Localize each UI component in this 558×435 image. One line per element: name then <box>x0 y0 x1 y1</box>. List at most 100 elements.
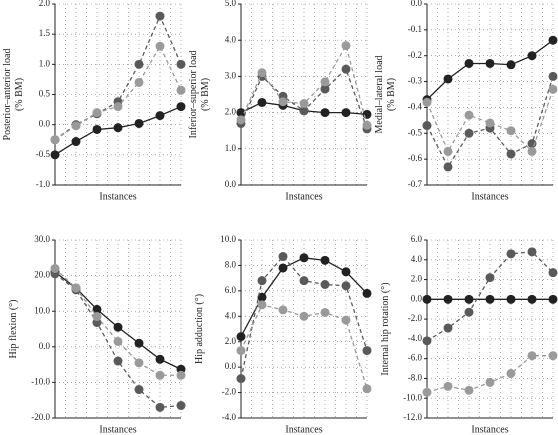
y-tick-label: 20.0 <box>34 270 50 280</box>
data-point <box>176 370 186 380</box>
y-tick-label: 1.5 <box>39 28 51 38</box>
data-point <box>422 294 432 304</box>
data-point <box>134 59 144 69</box>
y-axis-label-line: (% BM) <box>14 78 25 111</box>
y-tick-label: 2.0 <box>225 107 237 117</box>
x-axis-label: Instances <box>471 191 508 202</box>
y-tick-label: -0.5 <box>408 127 423 137</box>
data-point <box>257 276 267 286</box>
data-point <box>548 351 558 361</box>
data-point <box>362 346 372 356</box>
data-point <box>155 11 165 21</box>
y-tick-label: -8.0 <box>408 373 423 383</box>
y-tick-label: 1.0 <box>225 143 237 153</box>
data-point <box>113 336 123 346</box>
y-tick-label: 3.0 <box>225 70 237 80</box>
y-axis-label: Internal hip rotation (°) <box>380 282 391 375</box>
data-point <box>50 150 60 160</box>
data-point <box>299 253 309 263</box>
y-tick-label: -10.0 <box>31 376 50 386</box>
data-point <box>362 288 372 298</box>
y-axis-label: Posterior–anterior load(% BM) <box>2 49 25 141</box>
data-point <box>236 374 246 384</box>
data-point <box>134 118 144 128</box>
y-axis-label-line: (% BM) <box>200 78 211 111</box>
y-tick-label: 30.0 <box>34 234 50 244</box>
y-tick-label: 2.0 <box>39 0 51 8</box>
data-point <box>92 312 102 322</box>
data-point <box>320 255 330 265</box>
y-axis-label-line: Inferior–superior load <box>188 50 199 138</box>
data-point <box>341 108 351 118</box>
series-line <box>426 39 554 101</box>
data-point <box>443 162 453 172</box>
data-point <box>485 377 495 387</box>
y-tick-label: 2.0 <box>411 274 423 284</box>
data-point <box>50 135 60 145</box>
y-tick-label: 0.0 <box>411 293 423 303</box>
y-tick-label: 6.0 <box>225 285 237 295</box>
data-point <box>236 108 246 118</box>
data-point <box>236 332 246 342</box>
data-point <box>341 64 351 74</box>
y-tick-label: 0.0 <box>39 119 51 129</box>
data-point <box>320 307 330 317</box>
y-axis-label: Hip adduction (°) <box>194 294 205 364</box>
data-point <box>443 146 453 156</box>
data-point <box>134 338 144 348</box>
data-point <box>422 387 432 397</box>
data-point <box>527 146 537 156</box>
y-tick-label: 0.5 <box>39 89 51 99</box>
y-tick-label: -10.0 <box>403 392 422 402</box>
y-tick-label: -0.7 <box>408 179 423 189</box>
data-point <box>320 280 330 289</box>
y-axis-label-line: Hip adduction (°) <box>194 294 205 364</box>
data-point <box>443 323 453 333</box>
data-point <box>464 110 474 120</box>
y-axis-label-line: Internal hip rotation (°) <box>380 282 391 375</box>
data-point <box>320 84 330 94</box>
data-point <box>134 77 144 87</box>
data-point <box>485 118 495 128</box>
data-point <box>155 111 165 121</box>
data-point <box>422 336 432 346</box>
data-point <box>176 85 186 95</box>
x-axis-label: Instances <box>285 424 322 435</box>
data-point <box>485 58 495 68</box>
data-point <box>134 358 144 368</box>
data-point <box>464 294 474 304</box>
x-axis-label: Instances <box>471 424 508 435</box>
data-point <box>257 300 267 310</box>
y-tick-label: -0.5 <box>36 149 51 159</box>
data-point <box>155 370 165 380</box>
y-tick-label: 4.0 <box>411 254 423 264</box>
y-axis-label: Medial–lateral load(% BM) <box>374 55 397 133</box>
data-point <box>422 121 432 131</box>
y-axis-label-line: Hip flexion (°) <box>8 300 19 359</box>
data-point <box>485 273 495 283</box>
y-tick-label: 0.0 <box>225 179 237 189</box>
data-point <box>443 294 453 304</box>
data-point <box>506 369 516 378</box>
y-tick-label: 10.0 <box>34 305 50 315</box>
data-point <box>299 311 309 321</box>
data-point <box>113 322 123 332</box>
data-point <box>362 120 372 130</box>
data-point <box>422 97 432 107</box>
data-point <box>299 99 309 109</box>
data-point <box>71 137 81 147</box>
y-tick-label: 2.0 <box>225 336 237 346</box>
data-point <box>341 315 351 325</box>
data-point <box>176 59 186 69</box>
data-point <box>134 385 144 395</box>
y-tick-label: -4.0 <box>222 412 237 422</box>
data-point <box>548 294 558 304</box>
y-tick-label: -2.0 <box>222 387 237 397</box>
data-point <box>443 381 453 391</box>
x-axis-label: Instances <box>99 191 136 202</box>
y-tick-label: -1.0 <box>36 179 51 189</box>
data-point <box>506 60 516 70</box>
data-point <box>527 294 537 304</box>
data-point <box>320 108 330 118</box>
data-point <box>155 402 165 412</box>
